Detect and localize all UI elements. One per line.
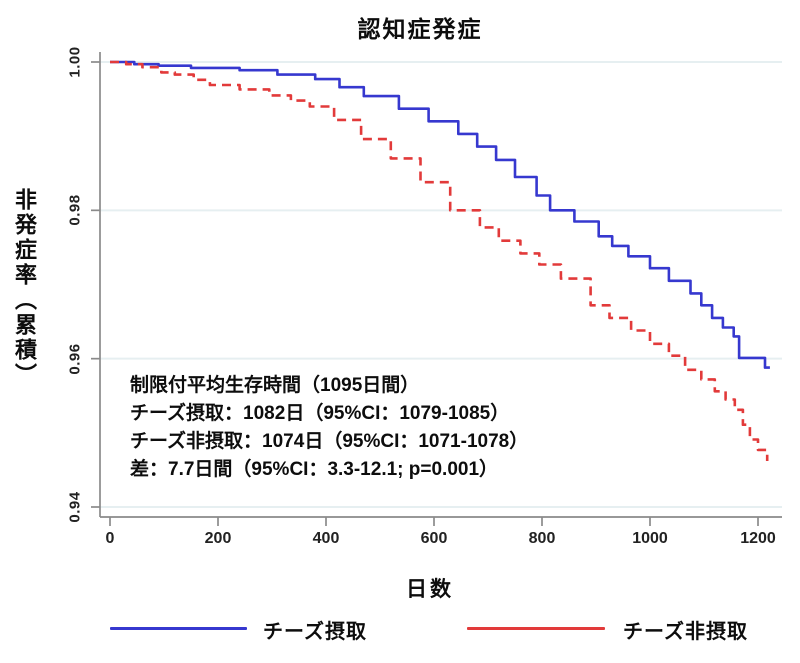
legend-line-cheese	[110, 627, 247, 630]
x-tick-label: 400	[312, 530, 340, 547]
x-tick-label: 800	[528, 530, 556, 547]
annotation-line-3: チーズ非摂取：1074日（95%CI：1071-1078）	[130, 431, 529, 452]
x-tick-label: 600	[420, 530, 448, 547]
legend-label-no-cheese: チーズ非摂取	[623, 621, 748, 643]
x-tick-label: 1000	[632, 530, 668, 547]
curve-cheese	[110, 60, 770, 369]
x-tick-label: 0	[105, 530, 115, 547]
annotation-line-4: 差：7.7日間（95%CI：3.3-12.1; p=0.001）	[130, 459, 499, 480]
rmst-annotation: 制限付平均生存時間（1095日間） チーズ摂取：1082日（95%CI：1079…	[130, 372, 528, 484]
y-tick-label: 0.96	[66, 343, 84, 375]
annotation-line-1: 制限付平均生存時間（1095日間）	[130, 375, 420, 396]
y-axis-title: 非発症率（累積）	[12, 188, 37, 388]
y-tick-label: 0.98	[66, 194, 84, 226]
x-tick-label: 200	[204, 530, 232, 547]
y-tick-label: 1.00	[66, 46, 84, 78]
legend-line-no-cheese	[467, 627, 605, 630]
y-tick-label: 0.94	[66, 491, 84, 523]
annotation-line-2: チーズ摂取：1082日（95%CI：1079-1085）	[130, 403, 510, 424]
chart-title: 認知症発症	[357, 16, 483, 42]
x-axis-title: 日数	[406, 578, 454, 601]
legend-label-cheese: チーズ摂取	[263, 621, 367, 643]
x-tick-label: 1200	[740, 530, 776, 547]
